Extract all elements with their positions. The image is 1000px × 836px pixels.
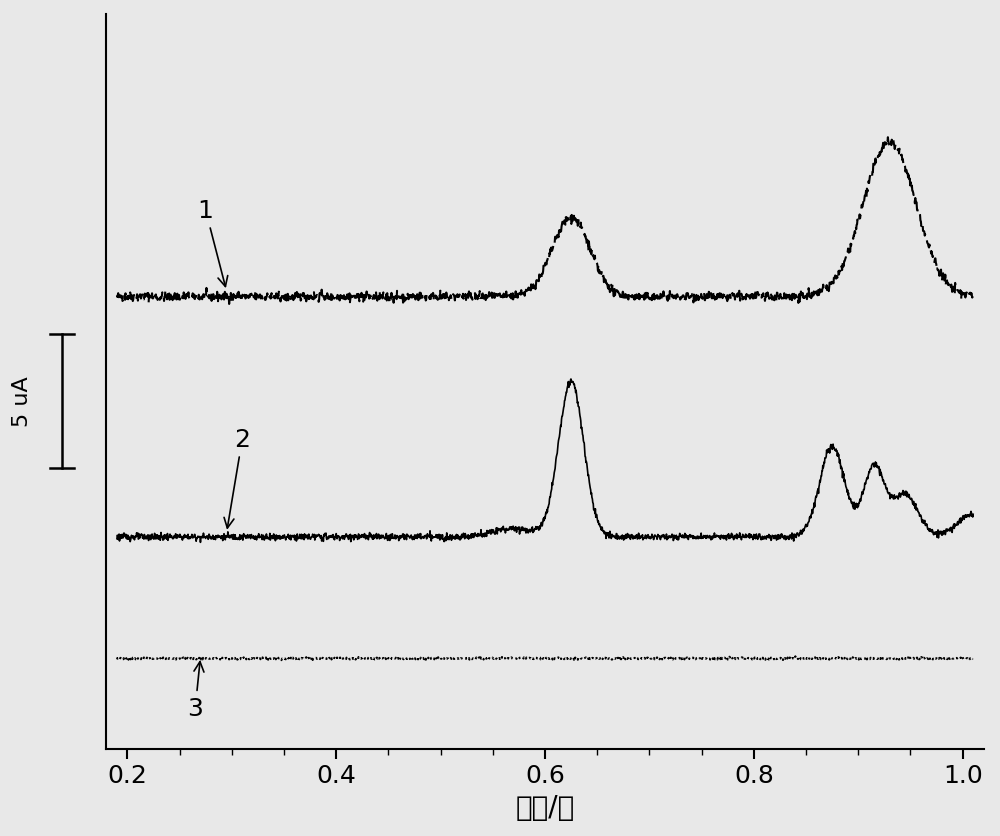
Text: 3: 3 bbox=[187, 662, 204, 720]
Text: 1: 1 bbox=[198, 199, 228, 287]
Text: 5 uA: 5 uA bbox=[12, 376, 32, 426]
X-axis label: 电压/伏: 电压/伏 bbox=[515, 793, 575, 821]
Text: 2: 2 bbox=[224, 428, 250, 528]
